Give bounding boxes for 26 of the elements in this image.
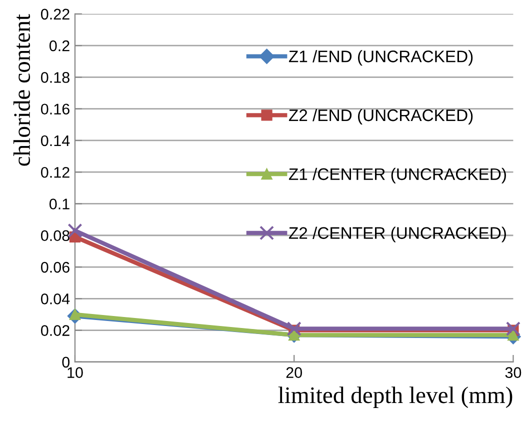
point <box>506 321 521 336</box>
legend-label: Z2 /END (UNCRACKED) <box>288 108 473 124</box>
y-tick-label: 0.02 <box>40 325 70 336</box>
legend-label: Z1 /END (UNCRACKED) <box>288 50 473 66</box>
point <box>288 329 300 341</box>
x-tick-label: 30 <box>505 367 522 378</box>
y-tick-label: 0.1 <box>49 198 70 210</box>
x-axis-title: limited depth level (mm) <box>278 386 512 408</box>
y-tick-label: 0.12 <box>40 166 70 178</box>
y-axis-title: chloride content <box>13 14 30 166</box>
y-tick-label: 0.16 <box>40 104 70 115</box>
y-tick-label: 0 <box>62 356 70 368</box>
x-tick-label: 20 <box>286 367 302 378</box>
y-tick-label: 0.2 <box>49 40 70 52</box>
y-tick-label: 0.22 <box>40 8 70 20</box>
y-tick-label: 0.04 <box>40 294 70 304</box>
legend-label: Z1 /CENTER (UNCRACKED) <box>288 168 506 184</box>
y-tick-label: 0.18 <box>40 72 70 83</box>
legend-label: Z2 /CENTER (UNCRACKED) <box>288 226 506 242</box>
y-tick-label: 0.08 <box>40 230 70 242</box>
y-tick-label: 0.14 <box>40 135 70 146</box>
point <box>68 223 82 238</box>
x-tick-label: 10 <box>68 367 83 378</box>
point <box>508 329 519 341</box>
point <box>286 321 302 336</box>
y-tick-label: 0.06 <box>40 262 70 273</box>
